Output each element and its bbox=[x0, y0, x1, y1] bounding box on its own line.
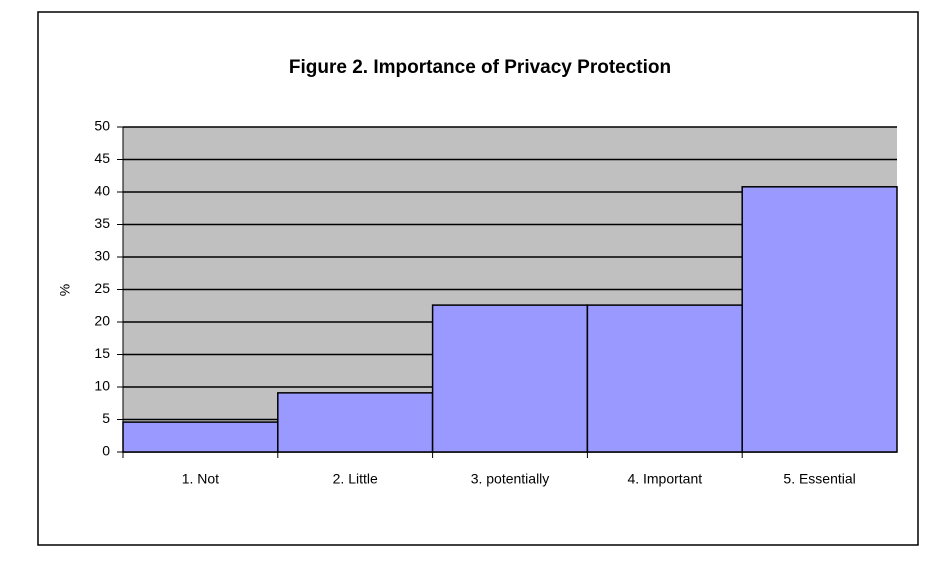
bar bbox=[122, 421, 279, 453]
y-tick-label: 25 bbox=[94, 280, 110, 296]
x-tick-label: 3. potentially bbox=[471, 471, 550, 487]
bar bbox=[741, 186, 898, 453]
y-tick-label: 15 bbox=[94, 345, 110, 361]
y-tick-label: 35 bbox=[94, 215, 110, 231]
y-tick-label: 45 bbox=[94, 150, 110, 166]
y-axis-label: % bbox=[57, 284, 73, 296]
x-tick-label: 2. Little bbox=[333, 471, 378, 487]
x-tick-label: 1. Not bbox=[182, 471, 219, 487]
y-tick-label: 40 bbox=[94, 183, 110, 199]
y-tick-label: 10 bbox=[94, 378, 110, 394]
y-tick-label: 0 bbox=[102, 443, 110, 459]
y-tick-label: 50 bbox=[94, 118, 110, 134]
bar bbox=[277, 392, 434, 453]
bar bbox=[586, 304, 743, 453]
y-tick-label: 30 bbox=[94, 248, 110, 264]
chart-title: Figure 2. Importance of Privacy Protecti… bbox=[289, 57, 671, 78]
x-tick-label: 5. Essential bbox=[783, 471, 855, 487]
y-tick-label: 5 bbox=[102, 410, 110, 426]
bar bbox=[431, 304, 589, 453]
y-tick-label: 20 bbox=[94, 313, 110, 329]
x-tick-label: 4. Important bbox=[627, 471, 702, 487]
